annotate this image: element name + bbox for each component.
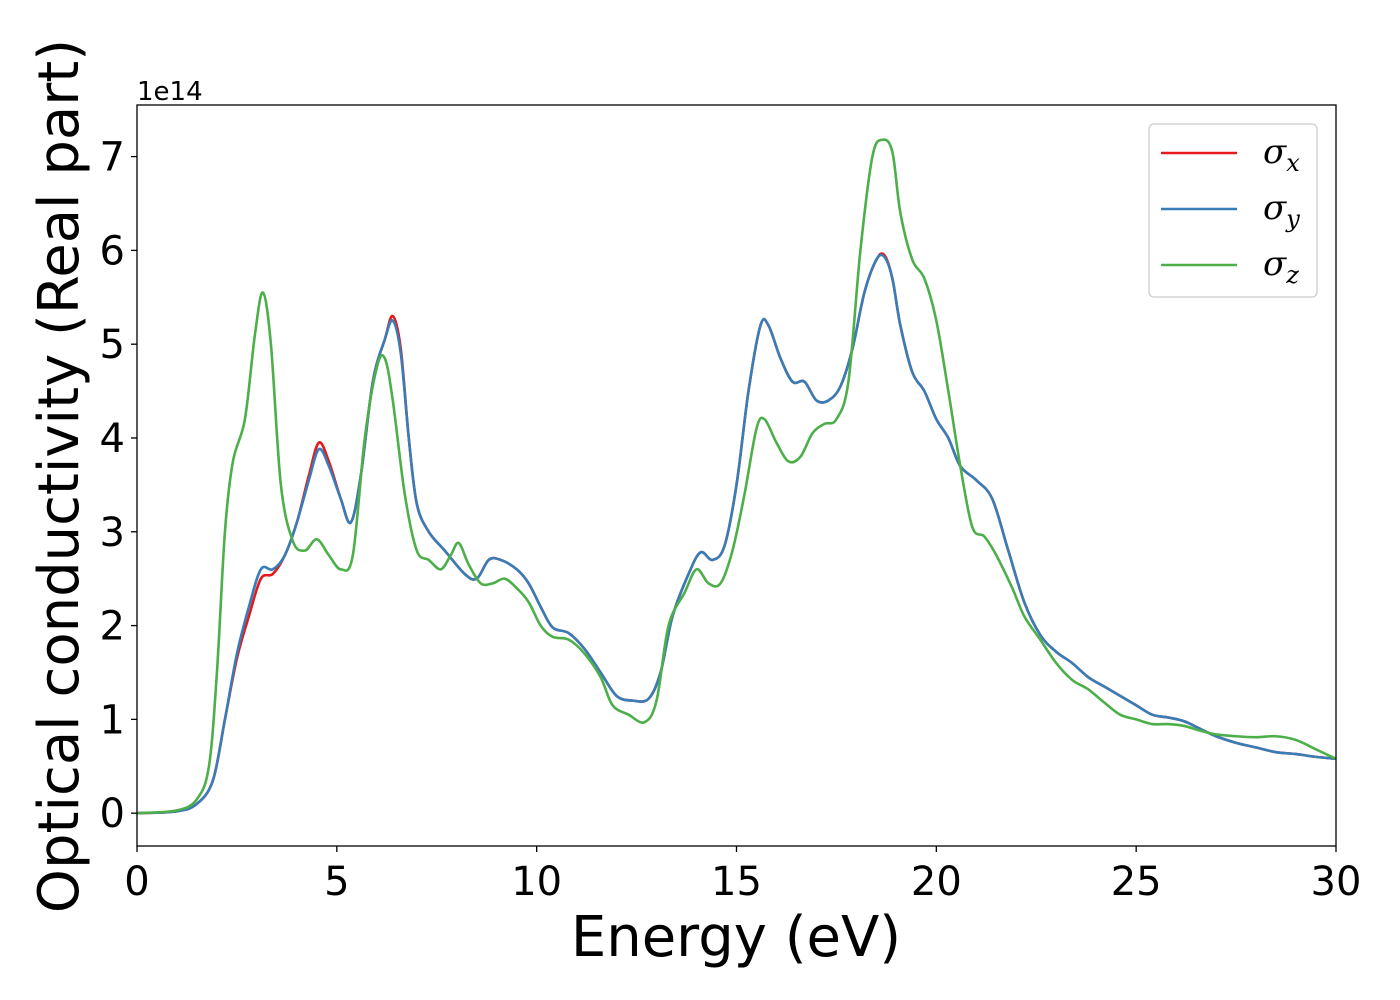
legend-subscript: y [1285, 205, 1300, 233]
x-tick-label: 25 [1111, 859, 1162, 905]
x-axis-label: Energy (eV) [571, 905, 901, 970]
series-line-y [137, 253, 1336, 815]
y-tick-label: 1 [100, 697, 125, 743]
legend-symbol: σ [1263, 244, 1287, 284]
x-tick-label: 0 [124, 859, 149, 905]
y-tick-label: 4 [100, 416, 125, 462]
y-axis-label: Optical conductivity (Real part) [27, 39, 92, 913]
x-tick-label: 20 [911, 859, 962, 905]
y-tick-label: 6 [100, 228, 125, 274]
x-tick-label: 15 [711, 859, 762, 905]
x-tick-label: 5 [324, 859, 349, 905]
x-tick-label: 10 [511, 859, 562, 905]
x-axis-ticks: 0 5 10 15 20 25 30 [124, 846, 1361, 905]
legend-label-x: σx [1263, 132, 1300, 177]
series-line-z [137, 138, 1336, 815]
legend-symbol: σ [1263, 132, 1287, 172]
legend-label-z: σz [1263, 244, 1299, 289]
y-tick-label: 0 [100, 791, 125, 837]
legend-box [1148, 123, 1318, 298]
legend-symbol: σ [1263, 188, 1287, 228]
y-tick-label: 2 [100, 604, 125, 650]
y-axis-ticks: 0 1 2 3 4 5 6 7 [100, 135, 137, 837]
legend-subscript: x [1286, 149, 1300, 177]
series-layer [137, 138, 1336, 815]
legend-subscript: z [1285, 261, 1299, 289]
y-tick-label: 7 [100, 135, 125, 181]
y-tick-label: 5 [100, 322, 125, 368]
y-offset-label: 1e14 [137, 77, 203, 107]
x-tick-label: 30 [1311, 859, 1362, 905]
y-tick-label: 3 [100, 510, 125, 556]
legend-label-y: σy [1263, 188, 1300, 233]
